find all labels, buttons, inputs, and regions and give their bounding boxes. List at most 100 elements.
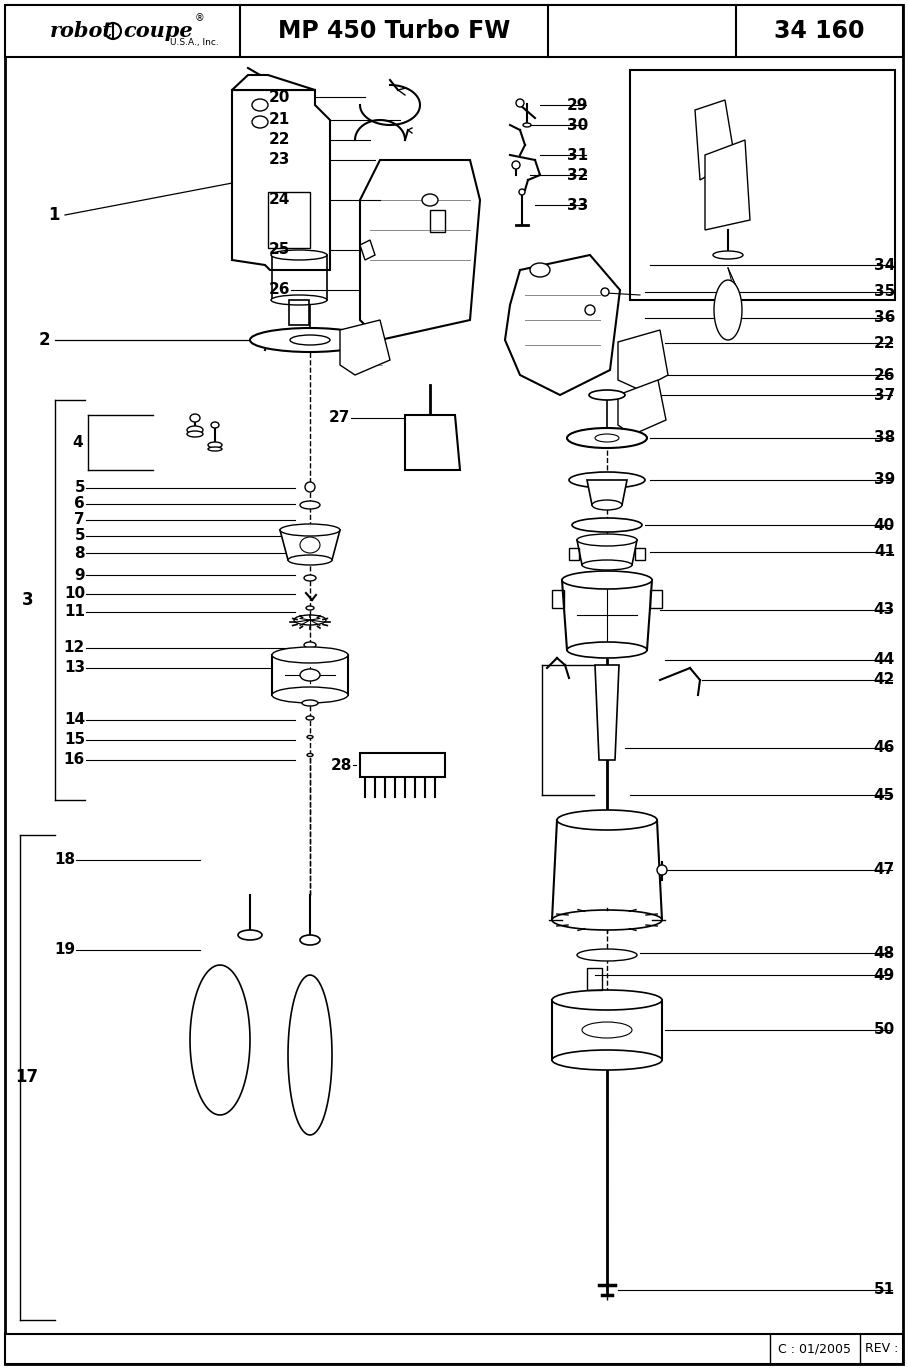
Ellipse shape <box>585 305 595 315</box>
Ellipse shape <box>569 472 645 487</box>
Bar <box>587 968 602 990</box>
Polygon shape <box>232 90 330 270</box>
Ellipse shape <box>302 700 318 706</box>
Text: coupe: coupe <box>123 21 192 41</box>
Text: MP 450 Turbo FW: MP 450 Turbo FW <box>278 19 510 42</box>
Ellipse shape <box>280 524 340 537</box>
Text: robot: robot <box>50 21 113 41</box>
Polygon shape <box>280 530 340 560</box>
Text: 33: 33 <box>567 197 588 212</box>
Text: 41: 41 <box>873 545 895 560</box>
Ellipse shape <box>516 99 524 107</box>
Text: 27: 27 <box>329 411 350 426</box>
Text: REV :: REV : <box>864 1343 898 1355</box>
Ellipse shape <box>422 194 438 205</box>
Polygon shape <box>562 580 652 650</box>
Text: 43: 43 <box>873 602 895 617</box>
Polygon shape <box>595 665 619 760</box>
Ellipse shape <box>572 517 642 533</box>
Text: 7: 7 <box>74 512 85 527</box>
Text: 32: 32 <box>567 167 588 182</box>
Ellipse shape <box>601 287 609 296</box>
Text: 6: 6 <box>74 497 85 512</box>
Ellipse shape <box>713 251 743 259</box>
Polygon shape <box>587 481 627 505</box>
Text: 23: 23 <box>269 152 290 167</box>
Polygon shape <box>505 255 620 396</box>
Text: 35: 35 <box>873 285 895 300</box>
Polygon shape <box>552 999 662 1060</box>
Ellipse shape <box>294 615 326 626</box>
Ellipse shape <box>557 810 657 830</box>
Polygon shape <box>618 330 668 390</box>
Ellipse shape <box>252 99 268 111</box>
Text: 19: 19 <box>54 942 75 957</box>
Ellipse shape <box>300 537 320 553</box>
Polygon shape <box>577 539 637 565</box>
Text: 20: 20 <box>269 89 290 104</box>
Ellipse shape <box>519 189 525 194</box>
Text: 24: 24 <box>269 193 290 208</box>
Bar <box>268 192 310 248</box>
Text: 34 160: 34 160 <box>775 19 864 42</box>
Ellipse shape <box>271 294 327 305</box>
Polygon shape <box>360 240 375 260</box>
Text: 36: 36 <box>873 311 895 326</box>
Bar <box>272 255 327 300</box>
Text: 14: 14 <box>64 712 85 727</box>
Ellipse shape <box>512 162 520 168</box>
Ellipse shape <box>211 422 219 428</box>
Ellipse shape <box>552 1050 662 1071</box>
Text: 50: 50 <box>873 1023 895 1038</box>
Text: 48: 48 <box>873 946 895 961</box>
Ellipse shape <box>288 554 332 565</box>
Text: U.S.A., Inc.: U.S.A., Inc. <box>170 37 219 47</box>
Ellipse shape <box>187 426 203 434</box>
Ellipse shape <box>306 716 314 720</box>
Text: 13: 13 <box>64 660 85 675</box>
Ellipse shape <box>577 534 637 546</box>
Polygon shape <box>695 100 735 179</box>
Ellipse shape <box>552 990 662 1010</box>
Ellipse shape <box>272 687 348 704</box>
Text: 44: 44 <box>873 653 895 668</box>
Text: 22: 22 <box>269 133 290 148</box>
Text: 26: 26 <box>269 282 290 297</box>
Ellipse shape <box>567 642 647 658</box>
Ellipse shape <box>589 390 625 400</box>
Bar <box>650 590 662 608</box>
Bar <box>630 70 895 300</box>
Ellipse shape <box>306 606 314 611</box>
Text: 49: 49 <box>873 968 895 983</box>
Polygon shape <box>190 965 250 1114</box>
Ellipse shape <box>208 442 222 448</box>
Polygon shape <box>714 281 742 340</box>
Text: C : 01/2005: C : 01/2005 <box>778 1343 852 1355</box>
Text: 30: 30 <box>567 118 588 133</box>
Bar <box>635 548 645 560</box>
Ellipse shape <box>567 428 647 448</box>
Ellipse shape <box>290 335 330 345</box>
Text: 42: 42 <box>873 672 895 687</box>
Text: 10: 10 <box>64 586 85 601</box>
Text: ®: ® <box>195 12 204 23</box>
Bar <box>5 5 903 57</box>
Ellipse shape <box>300 501 320 509</box>
Polygon shape <box>552 820 662 920</box>
Ellipse shape <box>657 865 667 875</box>
Ellipse shape <box>307 753 313 757</box>
Text: 15: 15 <box>64 732 85 747</box>
Ellipse shape <box>582 560 632 570</box>
Polygon shape <box>272 654 348 695</box>
Text: 2: 2 <box>38 331 50 349</box>
Text: 40: 40 <box>873 517 895 533</box>
Text: 4: 4 <box>73 435 83 450</box>
Text: 45: 45 <box>873 787 895 802</box>
Bar <box>569 548 579 560</box>
Text: 31: 31 <box>567 148 588 163</box>
Polygon shape <box>340 320 390 375</box>
Ellipse shape <box>252 116 268 127</box>
Text: 8: 8 <box>74 545 85 560</box>
Polygon shape <box>360 753 445 778</box>
Text: 12: 12 <box>64 641 85 656</box>
